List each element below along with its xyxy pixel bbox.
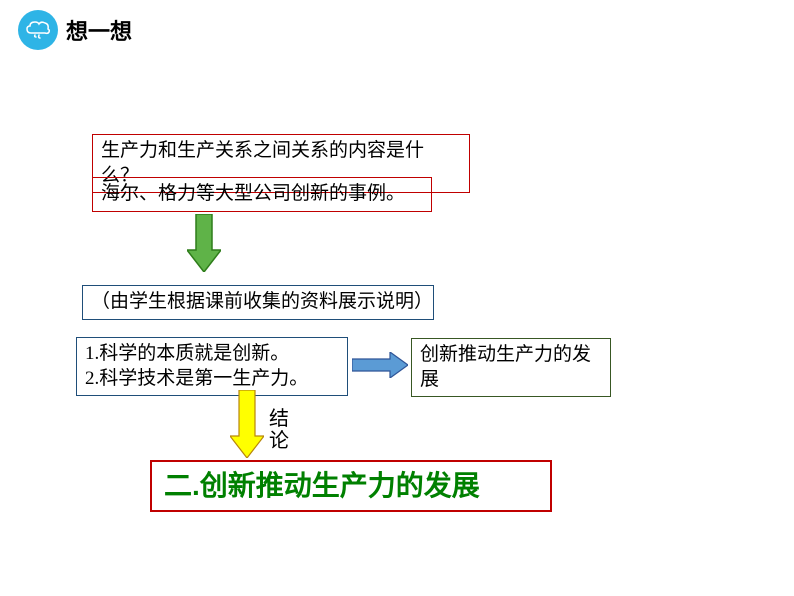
cloud-think-icon: [18, 10, 58, 50]
box5-text: 创新推动生产力的发展: [420, 344, 591, 390]
conclusion-label: 结论: [269, 408, 291, 452]
question-box-2: 海尔、格力等大型公司创新的事例。: [92, 177, 432, 212]
box2-text: 海尔、格力等大型公司创新的事例。: [101, 183, 405, 204]
header-title: 想一想: [66, 14, 132, 46]
arrow-down-yellow: [230, 390, 264, 463]
result-box-5: 创新推动生产力的发展: [411, 338, 611, 397]
conclusion-box-6: 二.创新推动生产力的发展: [150, 460, 552, 512]
arrow-down-green: [187, 214, 221, 277]
header: 想一想: [18, 10, 132, 50]
arrow-right-blue: [352, 352, 408, 383]
box3-text: （由学生根据课前收集的资料展示说明）: [91, 291, 433, 312]
box4-line1: 1.科学的本质就是创新。: [85, 342, 339, 367]
points-box-4: 1.科学的本质就是创新。 2.科学技术是第一生产力。: [76, 337, 348, 396]
box6-text: 二.创新推动生产力的发展: [164, 470, 480, 501]
box4-line2: 2.科学技术是第一生产力。: [85, 367, 339, 392]
note-box-3: （由学生根据课前收集的资料展示说明）: [82, 285, 434, 320]
